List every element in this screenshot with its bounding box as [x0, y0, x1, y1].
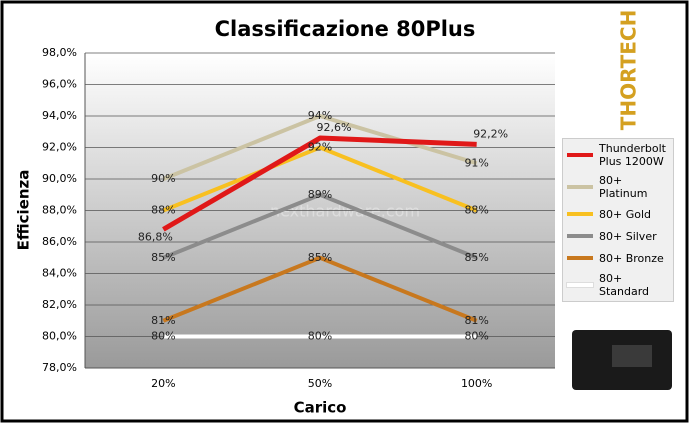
- data-label: 80%: [464, 330, 488, 343]
- data-label: 92,6%: [317, 121, 352, 134]
- legend-item: Thunderbolt Plus 1200W: [563, 139, 673, 171]
- y-tick-label: 82,0%: [42, 298, 77, 311]
- legend-label: 80+ Bronze: [599, 251, 664, 265]
- series-line: [162, 255, 478, 323]
- chart-title: Classificazione 80Plus: [215, 17, 476, 41]
- legend-swatch: [567, 256, 593, 260]
- data-label: 81%: [151, 314, 175, 327]
- legend-item: 80+ Bronze: [563, 247, 673, 269]
- series-line: [162, 145, 478, 213]
- product-image: [572, 330, 672, 390]
- legend-swatch: [567, 234, 593, 238]
- data-label: 85%: [151, 251, 175, 264]
- legend-label: 80+ Platinum: [599, 174, 648, 200]
- legend-label: 80+ Gold: [599, 207, 652, 221]
- y-tick-label: 96,0%: [42, 78, 77, 91]
- y-tick-label: 94,0%: [42, 109, 77, 122]
- data-label: 92%: [308, 141, 332, 154]
- y-tick-label: 86,0%: [42, 235, 77, 248]
- data-label: 88%: [464, 204, 488, 217]
- y-tick-label: 88,0%: [42, 204, 77, 217]
- watermark: nexthardware.com: [270, 202, 420, 221]
- data-label: 85%: [464, 251, 488, 264]
- legend-swatch: [566, 282, 594, 288]
- data-label: 85%: [308, 251, 332, 264]
- data-label: 90%: [151, 172, 175, 185]
- legend-item: 80+ Gold: [563, 203, 673, 225]
- legend-swatch: [567, 212, 593, 216]
- data-label: 80%: [151, 330, 175, 343]
- legend-label: 80+ Standard: [599, 272, 650, 298]
- series-line: [162, 192, 478, 260]
- legend-item: 80+ Platinum: [563, 171, 673, 203]
- data-label: 81%: [464, 314, 488, 327]
- y-tick-label: 90,0%: [42, 172, 77, 185]
- x-tick-label: 20%: [151, 377, 175, 390]
- legend-swatch: [567, 185, 593, 189]
- data-label: 86,8%: [138, 230, 173, 243]
- data-label: 91%: [464, 156, 488, 169]
- data-label: 92,2%: [473, 127, 508, 140]
- logo: THORTECH: [617, 10, 641, 131]
- data-label: 80%: [308, 330, 332, 343]
- y-tick-label: 80,0%: [42, 330, 77, 343]
- series-line: [162, 114, 478, 181]
- legend-label: Thunderbolt Plus 1200W: [599, 142, 666, 168]
- data-label: 89%: [308, 188, 332, 201]
- data-label: 88%: [151, 204, 175, 217]
- x-axis-label: Carico: [294, 399, 347, 417]
- y-tick-label: 78,0%: [42, 361, 77, 374]
- legend-label: 80+ Silver: [599, 229, 657, 243]
- y-tick-label: 98,0%: [42, 46, 77, 59]
- legend-item: 80+ Silver: [563, 225, 673, 247]
- y-tick-label: 84,0%: [42, 267, 77, 280]
- y-tick-label: 92,0%: [42, 141, 77, 154]
- legend-swatch: [567, 153, 593, 157]
- y-axis-label: Efficienza: [15, 170, 33, 251]
- series-line: [162, 135, 477, 232]
- x-tick-label: 50%: [308, 377, 332, 390]
- legend: Thunderbolt Plus 1200W 80+ Platinum 80+ Go…: [562, 138, 674, 302]
- data-label: 94%: [308, 109, 332, 122]
- legend-item: 80+ Standard: [563, 269, 673, 301]
- x-tick-label: 100%: [461, 377, 492, 390]
